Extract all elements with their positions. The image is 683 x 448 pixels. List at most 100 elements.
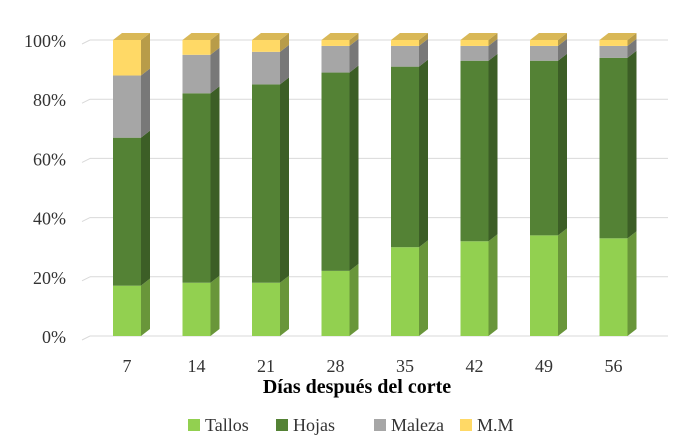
bar-Maleza-35 [391, 45, 419, 67]
bar-side-Tallos-7 [141, 278, 150, 336]
bar-side-M.M-7 [141, 33, 150, 76]
gridline-perspective [81, 98, 91, 104]
bar-side-Tallos-28 [349, 263, 359, 336]
bar-side-Tallos-14 [210, 275, 220, 336]
bar-side-M.M-14 [210, 33, 220, 55]
bar-top-14 [182, 33, 220, 40]
bar-Hojas-49 [530, 60, 558, 236]
bar-side-Maleza-49 [558, 38, 567, 61]
gridline-perspective [81, 217, 91, 223]
bar-group-14 [182, 33, 220, 336]
bar-group-7 [113, 33, 150, 336]
bar-side-Maleza-56 [627, 38, 637, 58]
y-tick-label: 20% [33, 268, 66, 288]
y-tick-label: 40% [33, 209, 66, 229]
bar-side-Maleza-14 [210, 47, 220, 94]
gridline-perspective [81, 157, 91, 163]
bar-side-Tallos-56 [627, 231, 637, 336]
bar-top-49 [530, 33, 567, 40]
legend: Tallos Hojas Maleza M.M [188, 415, 514, 435]
bar-group-42 [460, 33, 498, 336]
bar-side-M.M-21 [280, 33, 289, 52]
legend-label-Tallos: Tallos [205, 415, 249, 435]
legend-label-Maleza: Maleza [391, 415, 444, 435]
bar-Tallos-7 [113, 285, 141, 336]
bar-M.M-56 [599, 40, 628, 46]
bar-top-42 [460, 33, 498, 40]
bar-M.M-42 [460, 40, 489, 46]
y-axis: 0% 20% 40% 60% 80% 100% [24, 31, 66, 347]
bar-M.M-35 [391, 40, 419, 46]
bar-Hojas-14 [182, 93, 211, 283]
bar-side-M.M-35 [419, 33, 428, 46]
x-tick-label: 7 [123, 356, 132, 376]
x-tick-label: 28 [327, 356, 345, 376]
gridline-perspective [81, 335, 91, 341]
gridline-perspective [81, 276, 91, 282]
bar-side-Tallos-35 [419, 240, 428, 336]
bar-top-35 [391, 33, 428, 40]
bar-Maleza-21 [252, 51, 280, 85]
bar-top-28 [321, 33, 359, 40]
bar-group-56 [599, 33, 637, 336]
bar-side-Hojas-21 [280, 77, 289, 283]
bar-M.M-21 [252, 40, 280, 52]
bar-Tallos-35 [391, 247, 419, 336]
legend-swatch-Tallos [188, 419, 200, 431]
bar-Maleza-14 [182, 54, 211, 94]
bar-Maleza-49 [530, 45, 558, 61]
y-tick-label: 0% [42, 327, 66, 347]
bar-side-Maleza-28 [349, 38, 359, 73]
bars [113, 33, 637, 336]
bar-side-Tallos-49 [558, 228, 567, 336]
bar-side-M.M-28 [349, 33, 359, 46]
bar-side-Hojas-35 [419, 59, 428, 248]
bar-Maleza-28 [321, 45, 350, 73]
bar-Hojas-28 [321, 72, 350, 271]
bar-side-Maleza-35 [419, 38, 428, 67]
bar-group-28 [321, 33, 359, 336]
x-tick-label: 14 [188, 356, 206, 376]
gridline-perspective [81, 39, 91, 45]
bar-Tallos-21 [252, 282, 280, 336]
bar-Hojas-7 [113, 137, 141, 286]
bar-side-M.M-56 [627, 33, 637, 46]
bar-side-M.M-42 [488, 33, 498, 46]
legend-label-M.M: M.M [477, 415, 514, 435]
bar-side-Hojas-7 [141, 130, 150, 286]
bar-side-Maleza-7 [141, 68, 150, 138]
x-tick-label: 42 [466, 356, 484, 376]
bar-top-7 [113, 33, 150, 40]
x-tick-label: 21 [257, 356, 275, 376]
y-tick-label: 100% [24, 31, 66, 51]
bar-side-Hojas-56 [627, 50, 637, 239]
bar-Hojas-21 [252, 84, 280, 283]
bar-group-35 [391, 33, 428, 336]
x-tick-label: 56 [605, 356, 623, 376]
x-tick-label: 35 [396, 356, 414, 376]
bar-group-21 [252, 33, 289, 336]
y-tick-label: 80% [33, 90, 66, 110]
bar-side-Hojas-14 [210, 86, 220, 283]
bar-side-Maleza-21 [280, 44, 289, 85]
bar-Maleza-7 [113, 75, 141, 138]
y-tick-label: 60% [33, 149, 66, 169]
bar-side-Hojas-42 [488, 53, 498, 242]
bar-side-Tallos-21 [280, 275, 289, 336]
bar-top-21 [252, 33, 289, 40]
bar-M.M-7 [113, 40, 141, 76]
bar-Tallos-56 [599, 238, 628, 336]
bar-Maleza-42 [460, 45, 489, 61]
bar-Maleza-56 [599, 45, 628, 58]
bar-Hojas-35 [391, 66, 419, 248]
bar-Hojas-56 [599, 57, 628, 239]
legend-swatch-Hojas [276, 419, 288, 431]
legend-swatch-M.M [460, 419, 472, 431]
bar-side-Tallos-42 [488, 234, 498, 336]
bar-Tallos-14 [182, 282, 211, 336]
bar-side-Hojas-28 [349, 65, 359, 271]
legend-label-Hojas: Hojas [293, 415, 335, 435]
bar-Tallos-28 [321, 270, 350, 336]
bar-Tallos-49 [530, 235, 558, 336]
bar-side-Maleza-42 [488, 38, 498, 61]
